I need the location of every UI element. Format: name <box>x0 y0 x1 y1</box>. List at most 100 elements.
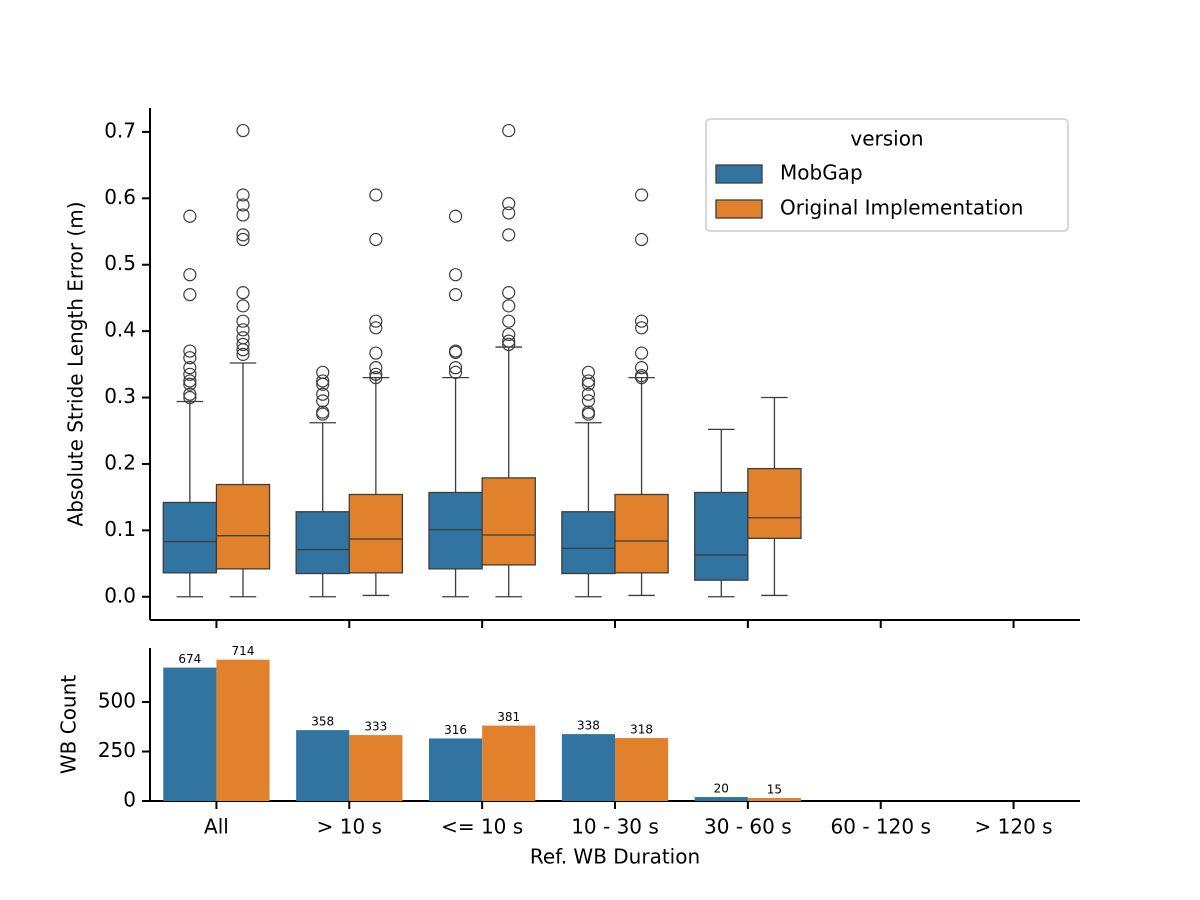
outlier <box>448 365 463 379</box>
box <box>428 491 483 570</box>
outlier <box>236 123 250 138</box>
outlier <box>236 299 250 313</box>
y-tick-label: 0.0 <box>104 583 136 607</box>
y-tick-label: 0 <box>123 788 136 812</box>
y-tick-label: 0.5 <box>104 251 136 275</box>
x-tick-label: > 10 s <box>317 815 382 839</box>
outlier <box>634 321 649 335</box>
outlier <box>369 188 383 202</box>
outlier <box>581 374 596 388</box>
box <box>481 477 536 566</box>
legend-label: MobGap <box>780 161 863 185</box>
value-label: 674 <box>178 652 201 666</box>
outlier <box>502 314 516 328</box>
outlier <box>183 268 197 282</box>
outlier <box>581 377 596 391</box>
outlier <box>236 228 250 242</box>
outlier <box>634 371 649 385</box>
value-label: 316 <box>444 723 467 737</box>
outlier <box>369 321 383 335</box>
y-tick-label: 500 <box>98 689 136 713</box>
outlier <box>634 232 649 247</box>
y-tick-label: 0.7 <box>104 118 136 142</box>
bar <box>349 735 403 801</box>
outlier <box>183 387 197 401</box>
x-axis-label: Ref. WB Duration <box>530 845 700 869</box>
x-tick-label: <= 10 s <box>441 815 523 839</box>
y-axis-label: Absolute Stride Length Error (m) <box>64 202 88 527</box>
outlier <box>502 299 516 313</box>
outlier <box>183 351 197 365</box>
outlier <box>369 346 383 360</box>
legend-swatch <box>715 199 763 219</box>
x-tick-label: All <box>204 815 229 839</box>
outlier <box>448 288 463 302</box>
legend-label: Original Implementation <box>780 196 1023 220</box>
legend-title: version <box>850 127 923 151</box>
outlier <box>502 286 516 300</box>
outlier <box>634 361 649 375</box>
outlier <box>236 198 250 212</box>
outlier <box>316 374 330 388</box>
bar <box>216 659 270 801</box>
box <box>561 511 616 575</box>
outlier <box>236 314 250 328</box>
outlier <box>183 344 197 358</box>
value-label: 714 <box>232 644 255 658</box>
y-tick-label: 0.6 <box>104 185 136 209</box>
box <box>747 467 802 539</box>
outlier <box>316 407 330 421</box>
legend-frame <box>705 118 1069 232</box>
outlier <box>369 367 383 381</box>
outlier <box>236 232 250 247</box>
outlier <box>502 123 516 138</box>
y-tick-label: 0.1 <box>104 517 136 541</box>
y-axis-label: WB Count <box>57 675 81 774</box>
outlier <box>316 387 330 401</box>
x-tick-label: 30 - 60 s <box>704 815 792 839</box>
x-tick-label: 10 - 30 s <box>571 815 659 839</box>
x-tick-label: 60 - 120 s <box>831 815 931 839</box>
outlier <box>183 367 197 381</box>
outlier <box>502 206 516 220</box>
box <box>694 491 749 581</box>
outlier <box>369 361 383 375</box>
bar <box>747 798 801 801</box>
outlier <box>581 394 596 408</box>
y-tick-label: 0.4 <box>104 318 136 342</box>
outlier <box>448 361 463 375</box>
outlier <box>183 209 197 223</box>
outlier <box>236 188 250 202</box>
bar <box>561 734 615 801</box>
bar <box>694 797 748 801</box>
legend-swatch <box>715 164 763 184</box>
value-label: 318 <box>630 723 653 737</box>
outlier <box>634 314 649 328</box>
outlier <box>502 197 516 211</box>
outlier <box>183 377 197 391</box>
outlier <box>183 288 197 302</box>
bar <box>163 667 217 801</box>
box <box>215 483 271 570</box>
outlier <box>236 347 250 361</box>
value-label: 333 <box>364 720 387 734</box>
outlier <box>502 228 516 242</box>
outlier <box>236 337 250 352</box>
outlier <box>448 268 463 282</box>
outlier <box>236 208 250 222</box>
outlier <box>316 394 330 408</box>
bar <box>429 738 483 801</box>
box <box>162 501 218 574</box>
outlier <box>581 407 596 421</box>
value-label: 381 <box>497 710 520 724</box>
value-label: 15 <box>767 783 782 797</box>
bar <box>482 725 536 801</box>
outlier <box>502 334 516 348</box>
bar <box>296 730 350 801</box>
outlier <box>369 371 383 385</box>
outlier <box>236 323 250 337</box>
outlier <box>236 286 250 300</box>
bar <box>615 738 669 801</box>
value-label: 358 <box>311 715 334 729</box>
